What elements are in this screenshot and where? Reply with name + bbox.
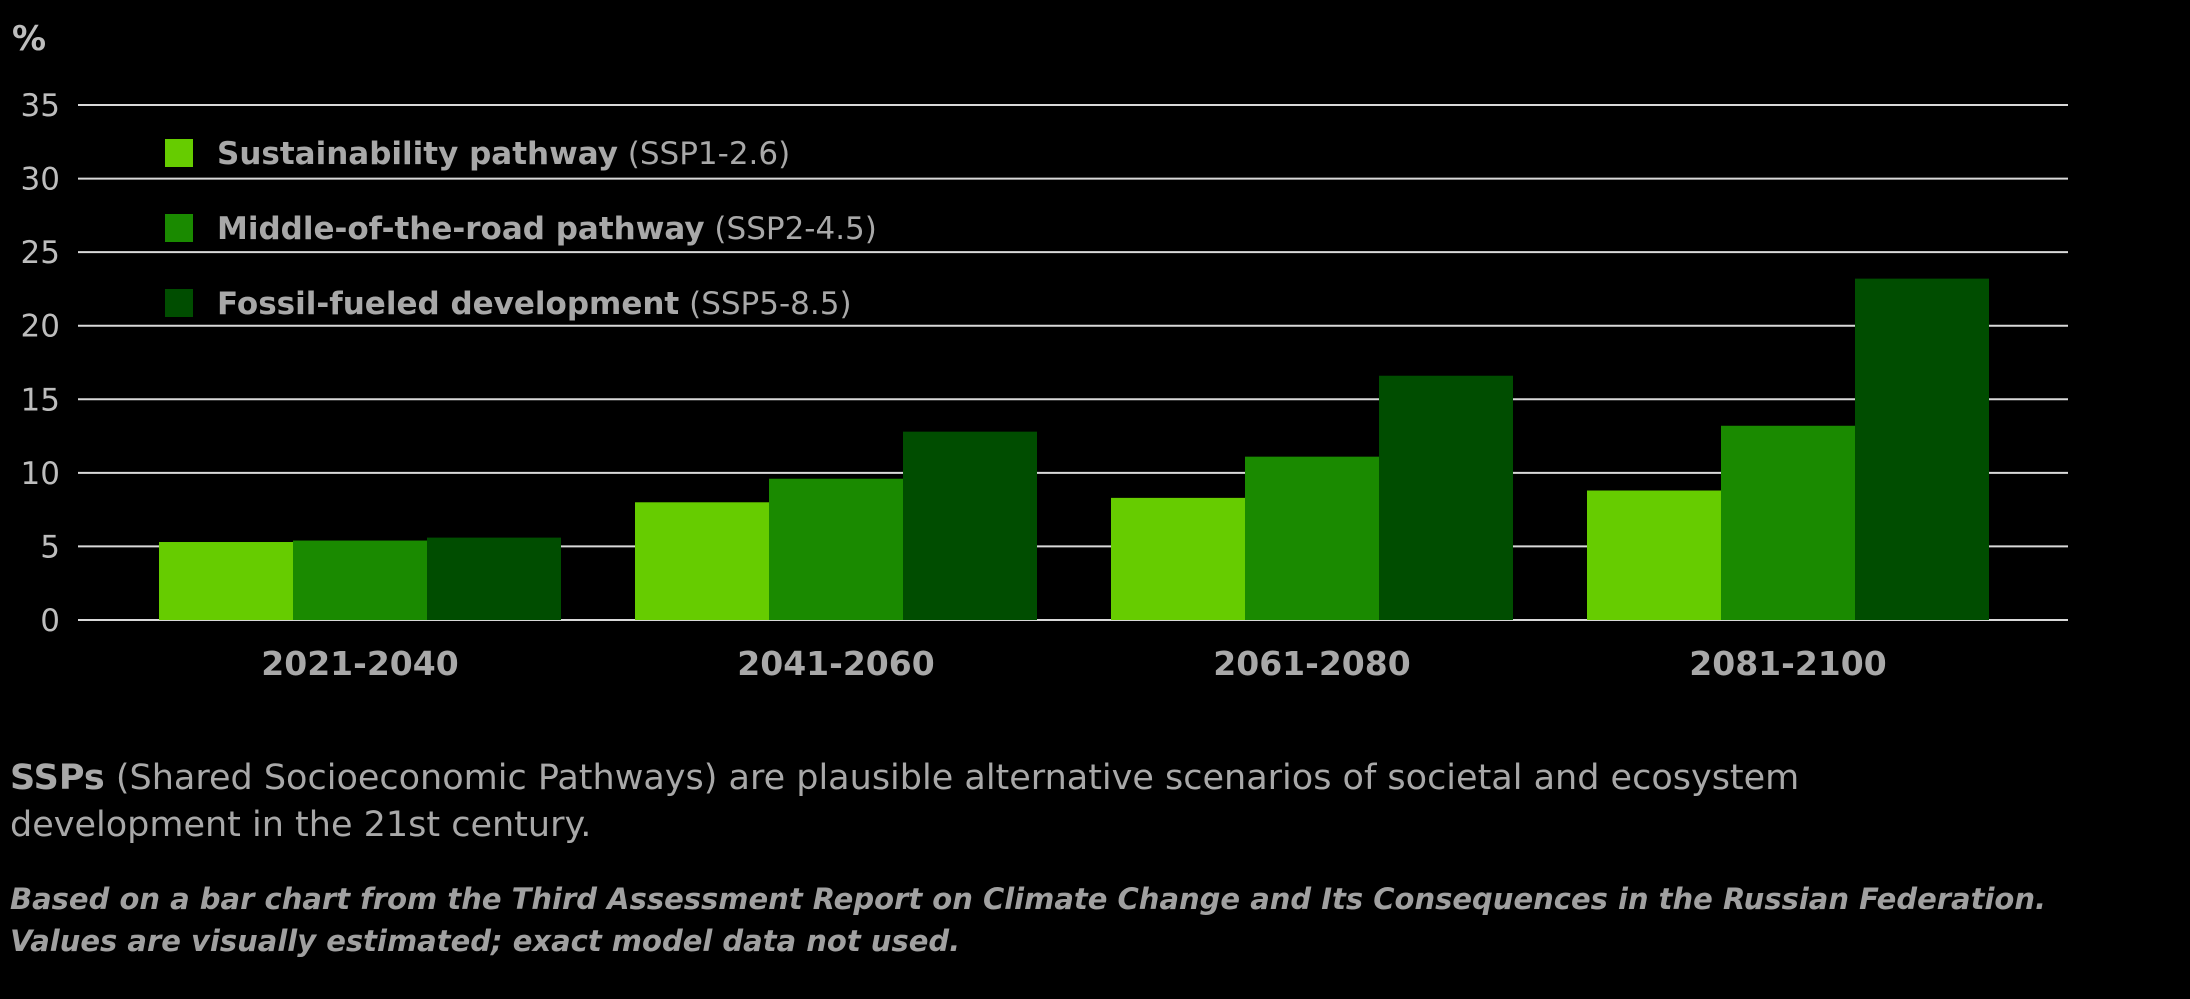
- bar-2041-2060-series-3: [903, 431, 1037, 620]
- legend-series-name: Sustainability pathway: [217, 136, 618, 172]
- legend-swatch: [165, 289, 193, 317]
- source-note: Based on a bar chart from the Third Asse…: [10, 882, 2047, 958]
- x-tick-label: 2041-2060: [737, 644, 934, 683]
- legend-series-code: (SSP5-8.5): [689, 286, 851, 322]
- legend-swatch: [165, 139, 193, 167]
- bar-chart: 0 5 10 15 20 25 30 35 % 2021-2040 2041-2060 2061-…: [12, 19, 2068, 683]
- bar-2061-2080-series-1: [1111, 497, 1245, 620]
- bar-2081-2100-series-2: [1721, 425, 1855, 620]
- x-tick-labels: 2021-2040 2041-2060 2061-2080 2081-2100: [261, 644, 1886, 683]
- ssp-term: SSPs: [10, 758, 105, 798]
- x-tick-label: 2061-2080: [1213, 644, 1410, 683]
- legend-entry: Middle-of-the-road pathway (SSP2-4.5): [217, 211, 877, 247]
- bar-2061-2080-series-3: [1379, 375, 1513, 620]
- legend-spacer: [705, 211, 715, 247]
- bar-2041-2060-series-1: [635, 502, 769, 620]
- x-tick-label: 2081-2100: [1689, 644, 1886, 683]
- bar-2021-2040-series-3: [427, 537, 561, 620]
- legend: Sustainability pathway (SSP1-2.6) Middle-…: [165, 136, 877, 322]
- y-tick-label: 25: [21, 235, 60, 271]
- legend-series-code: (SSP1-2.6): [628, 136, 790, 172]
- bar-2021-2040-series-1: [159, 542, 293, 620]
- legend-entry: Sustainability pathway (SSP1-2.6): [217, 136, 790, 172]
- legend-series-name: Middle-of-the-road pathway: [217, 211, 705, 247]
- y-tick-label: 5: [40, 529, 60, 565]
- y-tick-label: 15: [21, 382, 60, 418]
- legend-spacer: [618, 136, 628, 172]
- ssp-definition-note: SSPs (Shared Socioeconomic Pathways) are…: [10, 755, 2010, 849]
- bar-2061-2080-series-2: [1245, 456, 1379, 620]
- bar-2081-2100-series-3: [1855, 278, 1989, 620]
- y-tick-label: 35: [21, 88, 60, 124]
- bars: [159, 278, 1989, 620]
- legend-swatch: [165, 214, 193, 242]
- y-tick-labels: 0 5 10 15 20 25 30 35: [21, 88, 60, 639]
- legend-series-name: Fossil-fueled development: [217, 286, 679, 322]
- y-tick-label: 30: [21, 162, 60, 198]
- y-axis-unit-label: %: [12, 19, 46, 59]
- y-tick-label: 20: [21, 309, 60, 345]
- y-tick-label: 0: [40, 603, 60, 639]
- legend-series-code: (SSP2-4.5): [714, 211, 876, 247]
- ssp-definition-text: (Shared Socioeconomic Pathways) are plau…: [10, 758, 1800, 845]
- bar-2081-2100-series-1: [1587, 490, 1721, 620]
- x-tick-label: 2021-2040: [261, 644, 458, 683]
- bar-2021-2040-series-2: [293, 540, 427, 620]
- legend-entry: Fossil-fueled development (SSP5-8.5): [217, 286, 852, 322]
- legend-spacer: [679, 286, 689, 322]
- bar-2041-2060-series-2: [769, 478, 903, 620]
- y-tick-label: 10: [21, 456, 60, 492]
